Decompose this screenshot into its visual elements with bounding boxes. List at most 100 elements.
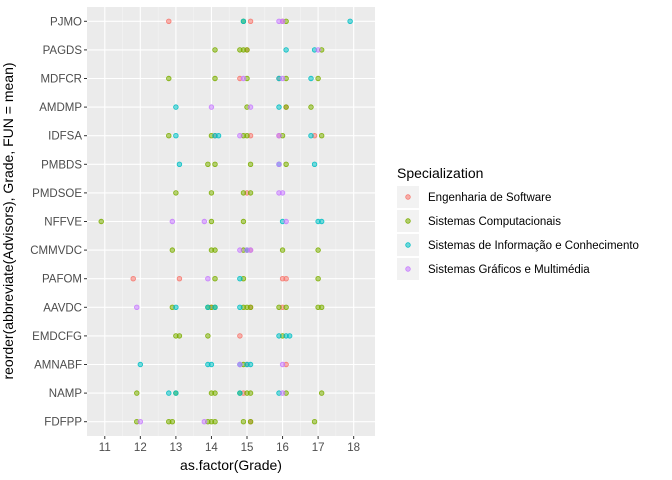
data-point [318,390,325,396]
data-point [279,247,286,253]
data-point [166,75,172,82]
data-point [315,75,321,82]
data-point [283,304,289,310]
y-axis-label: reorder(abbreviate(Advisors), Grade, FUN… [0,62,16,379]
data-point [318,304,325,310]
data-point [208,218,215,225]
x-tick-label: 17 [312,442,325,454]
data-point [311,419,318,425]
y-tick-label: AMNABF [34,360,82,372]
y-tick-label: MDFCR [40,74,82,86]
data-point [237,333,243,339]
data-point [173,190,179,196]
data-point [212,247,218,253]
data-point [283,104,289,110]
data-point [240,190,247,196]
data-point [137,419,144,425]
y-tick-label: PJMO [50,16,82,28]
data-point [205,304,211,310]
data-point [212,75,218,82]
data-point [173,104,179,110]
data-point [240,75,247,82]
y-tick-label: NFFVE [44,217,82,229]
data-point [173,390,179,396]
data-point [208,190,215,196]
data-point [276,161,282,167]
data-point [247,190,254,196]
y-tick-label: PMDSOE [32,188,82,200]
data-point [169,218,176,225]
data-point [247,161,254,167]
legend-label: Sistemas Computacionais [428,216,561,228]
legend-swatch [405,194,411,200]
data-point [237,304,243,310]
x-tick-label: 15 [241,442,254,454]
data-point [279,390,286,396]
legend-label: Sistemas Gráficos e Multimédia [428,264,590,276]
y-tick-label: AMDMP [39,102,82,114]
data-point [315,276,321,282]
data-point [212,47,218,53]
data-point [244,47,250,53]
data-point [173,304,179,310]
data-point [247,361,254,368]
data-point [247,247,254,253]
data-point [208,104,215,110]
data-point [240,18,247,24]
data-point [212,419,218,425]
data-point [212,161,218,167]
data-point [215,132,222,139]
data-point [134,390,140,396]
data-point [286,333,293,339]
data-point [283,276,289,282]
y-tick-label: NAMP [49,388,83,400]
x-tick-label: 13 [169,442,182,454]
data-point [276,104,282,110]
data-point [176,276,183,282]
y-axis: PJMO PAGDS MDFCR AMDMP IDFSA PMBDS PMDSOE NFFVE… [30,16,87,429]
data-point [166,132,172,139]
data-point [173,132,179,139]
data-point [212,304,218,310]
data-point [283,218,289,225]
data-point [247,104,254,110]
data-point [283,161,289,167]
x-tick-label: 16 [276,442,289,454]
x-tick-label: 18 [347,442,360,454]
data-point [166,18,172,24]
data-point [318,132,325,139]
data-point [212,276,218,282]
data-point [134,304,140,310]
y-tick-label: IDFSA [48,131,82,143]
legend: Specialization Engenharia de Software Sis… [397,165,639,280]
data-point [240,419,247,425]
data-point [315,47,321,53]
data-point [237,361,243,368]
legend-swatch [405,242,411,248]
data-point [318,218,325,225]
data-point [283,47,289,53]
data-point [98,218,104,225]
data-point [276,333,282,339]
data-point [347,18,353,24]
data-point [247,18,254,24]
data-point [169,419,176,425]
data-point [279,361,286,368]
y-tick-label: PMBDS [41,159,82,171]
data-point [237,390,243,396]
data-point [169,247,176,253]
legend-label: Engenharia de Software [428,192,551,204]
data-point [247,390,254,396]
data-point [308,104,314,110]
data-point [247,419,254,425]
y-tick-label: PAGDS [43,45,83,57]
data-point [244,132,250,139]
data-point [166,390,172,396]
legend-swatch [405,266,411,272]
data-point [247,304,254,310]
data-point [279,18,286,24]
x-tick-label: 11 [99,442,111,454]
data-point [212,390,218,396]
data-point [130,276,136,282]
